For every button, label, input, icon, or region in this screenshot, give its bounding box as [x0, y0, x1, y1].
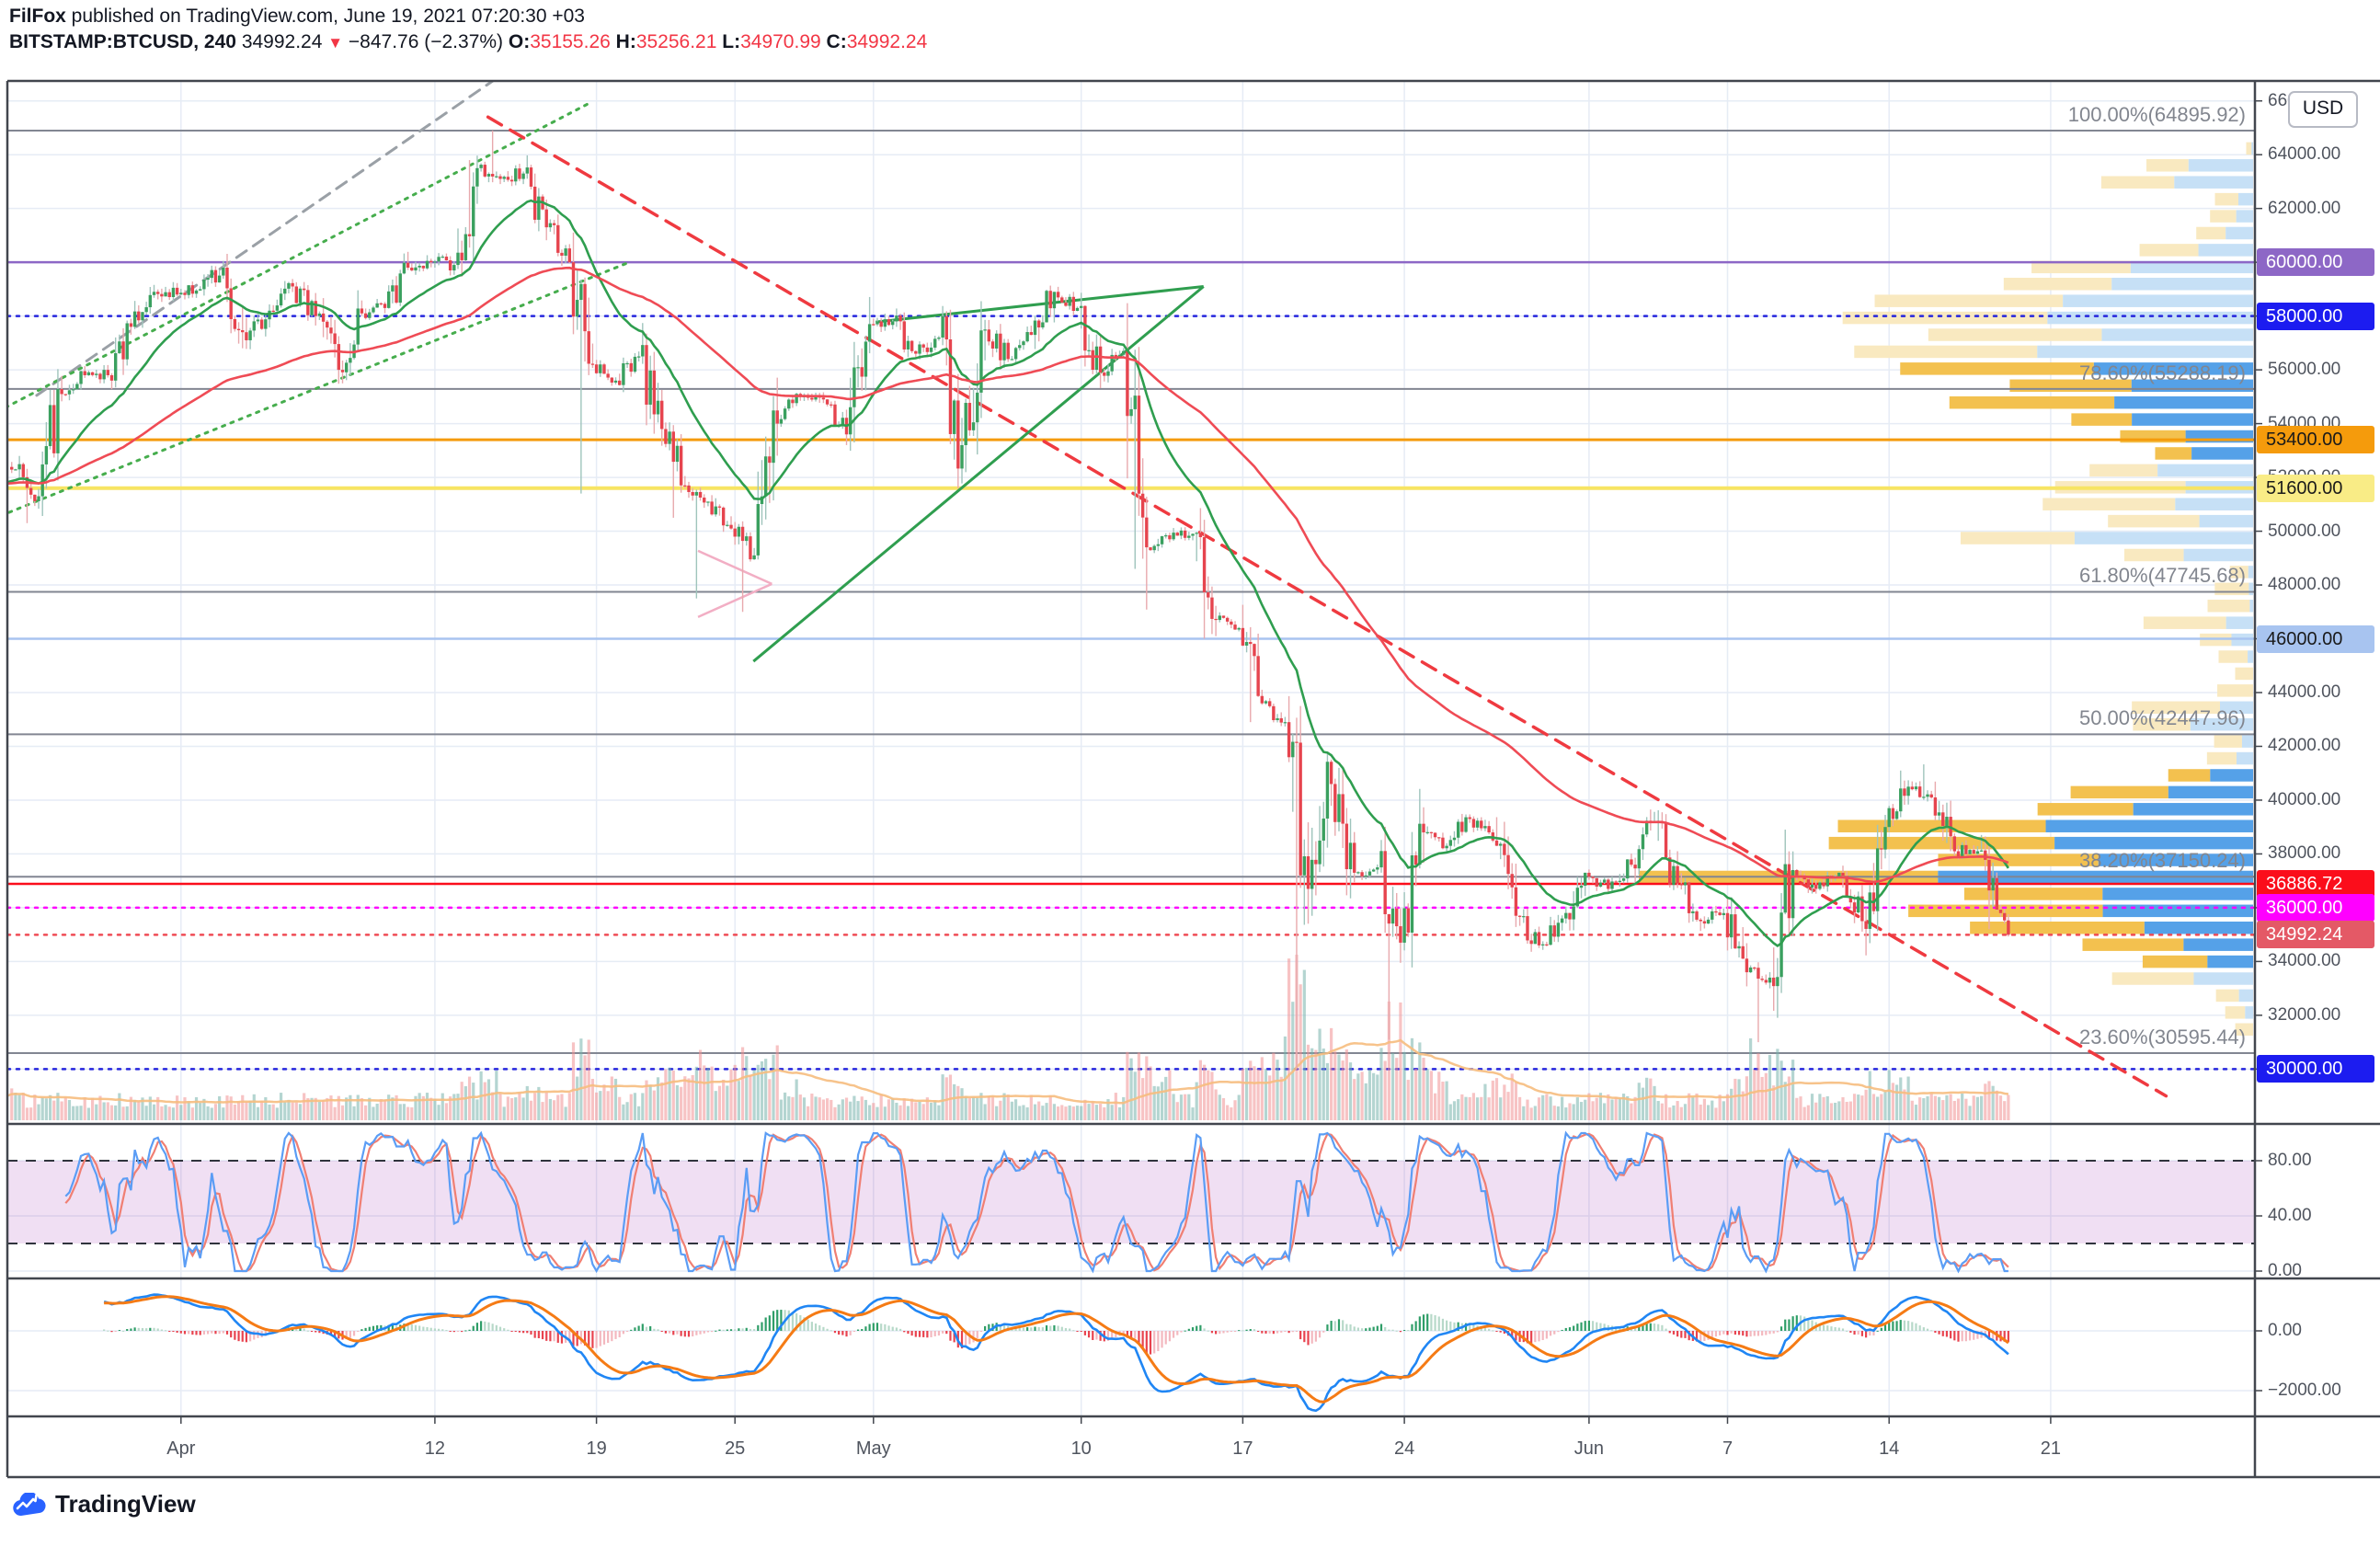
symbol-legend: BITSTAMP:BTCUSD, 240 34992.24 ▼ −847.76 …: [9, 31, 933, 53]
macd-signal-line: [104, 1295, 2009, 1404]
volume-ma-line: [7, 1038, 2009, 1105]
price-level-tag: 36000.00: [2257, 893, 2374, 922]
price-level-tag: 60000.00: [2257, 248, 2374, 277]
price-level-tag: 36886.72: [2257, 869, 2374, 898]
fib-label: 23.60%(30595.44): [2078, 1025, 2246, 1049]
ema-slow-line: [7, 266, 2009, 884]
ohlc-values: O:35155.26 H:35256.21 L:34970.99 C:34992…: [509, 31, 933, 52]
date-axis-label[interactable]: 19: [586, 1438, 607, 1459]
tradingview-logo[interactable]: TradingView: [13, 1490, 196, 1518]
date-axis-label[interactable]: 17: [1232, 1438, 1253, 1459]
last-price: 34992.24: [241, 31, 323, 52]
fib-label: 38.20%(37150.24): [2078, 849, 2246, 873]
date-axis-label[interactable]: 7: [1722, 1438, 1734, 1459]
price-axis-label: 40000.00: [2268, 789, 2341, 809]
date-axis-label[interactable]: 21: [2040, 1438, 2062, 1459]
price-axis-label: 50000.00: [2268, 521, 2341, 541]
price-level-tag: 34992.24: [2257, 921, 2374, 949]
price-level-tag: 46000.00: [2257, 625, 2374, 653]
date-axis-label[interactable]: 14: [1879, 1438, 1900, 1459]
fib-label: 78.60%(55288.19): [2078, 361, 2246, 384]
price-axis-label: 48000.00: [2268, 575, 2341, 595]
down-triangle-icon: ▼: [327, 34, 344, 52]
tradingview-logo-icon: [13, 1492, 46, 1516]
fib-label: 50.00%(42447.96): [2078, 706, 2246, 730]
tradingview-logo-text: TradingView: [55, 1490, 196, 1518]
date-axis-label[interactable]: 10: [1070, 1438, 1092, 1459]
symbol-name: BITSTAMP:BTCUSD, 240: [9, 31, 236, 52]
ohlc-value: 34992.24: [846, 31, 933, 52]
macd-axis-label: −2000.00: [2268, 1381, 2341, 1400]
gray-dashed-uptrend: [35, 81, 495, 397]
price-axis-label: 62000.00: [2268, 198, 2341, 218]
level-lines: [7, 130, 2255, 1071]
pink-pennant-upper: [697, 549, 772, 586]
ohlc-value: 35256.21: [635, 31, 723, 52]
macd-axis-label: 0.00: [2268, 1321, 2302, 1340]
price-axis-label: 56000.00: [2268, 360, 2341, 380]
trendlines: [7, 81, 2168, 1098]
ohlc-value: 34970.99: [740, 31, 827, 52]
green-dotted-channel-upper: [7, 101, 591, 408]
volume-bars: [7, 955, 2010, 1120]
date-axis-label[interactable]: 25: [725, 1438, 746, 1459]
price-level-tag: 53400.00: [2257, 426, 2374, 454]
ohlc-label: L:: [722, 31, 741, 52]
ema-fast-line: [7, 199, 2009, 947]
frame: [6, 79, 2380, 1479]
candles: [10, 131, 2010, 1070]
date-axis-label[interactable]: Apr: [166, 1438, 196, 1459]
ohlc-value: 35155.26: [530, 31, 616, 52]
macd-panel: [103, 1293, 2009, 1413]
fib-label: 100.00%(64895.92): [2067, 103, 2246, 126]
green-triangle-upper: [875, 284, 1204, 324]
price-axis-label: 32000.00: [2268, 1004, 2341, 1025]
stoch-axis-label: 40.00: [2268, 1206, 2312, 1225]
macd-line: [103, 1293, 2009, 1413]
currency-toggle-button[interactable]: USD: [2288, 91, 2358, 128]
price-level-tag: 58000.00: [2257, 302, 2374, 330]
date-axis-label[interactable]: Jun: [1573, 1438, 1605, 1459]
price-axis-label: 42000.00: [2268, 736, 2341, 756]
date-axis-label[interactable]: 24: [1393, 1438, 1415, 1459]
stoch-axis-label: 80.00: [2268, 1151, 2312, 1170]
stoch-axis-label: 0.00: [2268, 1261, 2302, 1280]
date-axis-label[interactable]: 12: [424, 1438, 446, 1459]
price-level-tag: 30000.00: [2257, 1055, 2374, 1083]
price-axis-label: 38000.00: [2268, 843, 2341, 864]
stoch-panel: [7, 1130, 2255, 1274]
green-dotted-channel-lower: [7, 261, 628, 514]
red-dashed-downtrend: [486, 115, 2168, 1098]
green-triangle-lower: [752, 285, 1205, 663]
ema-fast-line: [7, 199, 2009, 947]
ema-slow-line: [7, 266, 2009, 884]
price-axis-label: 64000.00: [2268, 144, 2341, 165]
fib-label: 61.80%(47745.68): [2078, 564, 2246, 588]
author-name: FilFox: [9, 6, 66, 27]
price-level-tag: 51600.00: [2257, 474, 2374, 502]
price-axis-label: 44000.00: [2268, 682, 2341, 702]
pink-pennant-lower: [697, 582, 772, 618]
ohlc-label: H:: [615, 31, 636, 52]
publish-caption: FilFox published on TradingView.com, Jun…: [9, 6, 585, 28]
price-change: −847.76 (−2.37%): [348, 31, 504, 52]
price-axis-label: 34000.00: [2268, 951, 2341, 971]
stoch-k-line: [64, 1130, 2008, 1274]
publish-info: published on TradingView.com, June 19, 2…: [65, 6, 585, 27]
ohlc-label: C:: [826, 31, 847, 52]
date-axis-label[interactable]: May: [855, 1438, 891, 1459]
ohlc-label: O:: [508, 31, 531, 52]
